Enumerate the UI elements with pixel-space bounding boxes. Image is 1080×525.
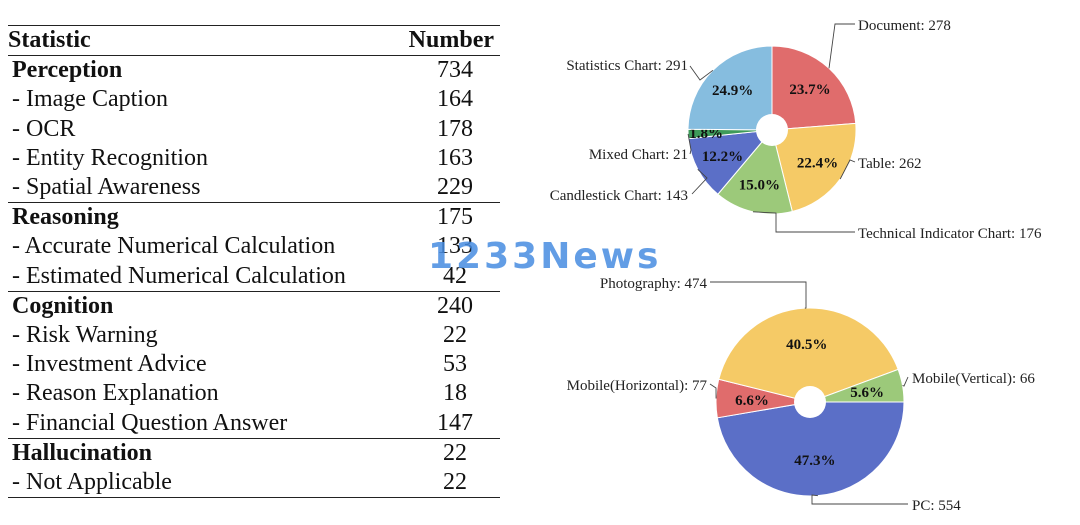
table-row: - Investment Advice 53 — [8, 350, 500, 379]
category-row: Perception 734 — [8, 56, 500, 86]
slice-callout-label: Candlestick Chart: 143 — [550, 188, 688, 204]
slice-callout-label: Mobile(Horizontal): 77 — [567, 378, 708, 394]
row-value: 147 — [437, 409, 473, 436]
slice-percent-label: 12.2% — [702, 149, 743, 165]
row-label: - Estimated Numerical Calculation — [12, 262, 346, 289]
row-label: Reasoning — [8, 202, 396, 233]
table-row: - Not Applicable 22 — [8, 468, 500, 499]
row-label: Cognition — [8, 290, 396, 322]
callout-leader-line — [689, 65, 714, 81]
table-row: - OCR 178 — [8, 115, 500, 144]
row-value: 133 — [437, 233, 473, 260]
slice-percent-label: 6.6% — [735, 393, 769, 409]
callout-leader-line — [710, 281, 807, 309]
category-row: Hallucination 22 — [8, 437, 500, 469]
header-statistic: Statistic — [8, 24, 396, 57]
category-row: Cognition 240 — [8, 290, 500, 322]
row-value: 18 — [443, 380, 467, 407]
callout-leader-line — [828, 23, 855, 69]
callout-leader-line — [839, 159, 856, 180]
slice-callout-label: Table: 262 — [858, 156, 922, 172]
slice-percent-label: 24.9% — [712, 83, 753, 99]
slice-callout-label: Photography: 474 — [600, 276, 708, 292]
callout-leader-line — [902, 376, 909, 387]
table-row: - Accurate Numerical Calculation 133 — [8, 232, 500, 261]
table-row: - Spatial Awareness 229 — [8, 173, 500, 203]
slice-callout-label: Document: 278 — [858, 18, 951, 34]
table-row: - Reason Explanation 18 — [8, 379, 500, 408]
header-number: Number — [396, 24, 500, 57]
slice-percent-label: 5.6% — [850, 385, 884, 401]
pie-slice-table — [771, 122, 857, 213]
watermark-text: 1233News — [428, 236, 662, 277]
donut-hole — [756, 114, 788, 146]
table-row: - Estimated Numerical Calculation 42 — [8, 262, 500, 292]
row-value: 229 — [437, 174, 473, 201]
table-row: - Image Caption 164 — [8, 85, 500, 114]
category-row: Reasoning 175 — [8, 202, 500, 233]
slice-callout-label: PC: 554 — [912, 498, 961, 514]
row-value: 175 — [396, 202, 500, 233]
row-label: - Reason Explanation — [12, 380, 219, 407]
statistics-table: Statistic Number Perception 734- Image Ca… — [8, 24, 500, 499]
row-value: 22 — [443, 322, 467, 349]
table-row: - Risk Warning 22 — [8, 321, 500, 350]
row-value: 163 — [437, 144, 473, 171]
row-label: - Financial Question Answer — [12, 409, 288, 436]
pie-slice-photography — [718, 307, 899, 403]
row-label: - Image Caption — [12, 86, 168, 113]
callout-leader-line — [709, 383, 717, 399]
pie-slice-statistics-chart — [687, 45, 773, 131]
slice-percent-label: 15.0% — [739, 178, 780, 194]
callout-leader-line — [811, 494, 908, 505]
row-label: - Entity Recognition — [12, 144, 208, 171]
slice-percent-label: 22.4% — [797, 156, 838, 172]
slice-callout-label: Technical Indicator Chart: 176 — [858, 226, 1042, 242]
slice-callout-label: Mixed Chart: 21 — [589, 147, 688, 163]
row-label: - Risk Warning — [12, 322, 158, 349]
table-row: - Financial Question Answer 147 — [8, 409, 500, 439]
slice-callout-label: Mobile(Vertical): 66 — [912, 371, 1035, 387]
row-value: 164 — [437, 86, 473, 113]
row-value: 240 — [396, 290, 500, 322]
table-header-row: Statistic Number — [8, 24, 500, 57]
slice-percent-label: 47.3% — [794, 453, 835, 469]
row-value: 22 — [396, 437, 500, 469]
row-label: - Spatial Awareness — [12, 174, 201, 201]
callout-leader-line — [687, 133, 692, 155]
pie-slice-document — [771, 45, 857, 131]
row-label: Perception — [12, 57, 123, 84]
row-label: - Investment Advice — [12, 351, 207, 378]
slice-callout-label: Statistics Chart: 291 — [566, 58, 688, 74]
row-label: Hallucination — [8, 437, 396, 469]
row-value: 22 — [396, 468, 500, 499]
slice-percent-label: 1.8% — [689, 126, 723, 142]
row-value: 734 — [437, 57, 473, 84]
row-label: - Not Applicable — [8, 468, 396, 499]
callout-leader-line — [691, 168, 708, 195]
slice-percent-label: 23.7% — [789, 82, 830, 98]
row-value: 178 — [437, 115, 473, 142]
row-value: 42 — [443, 262, 467, 289]
table-row: - Entity Recognition 163 — [8, 144, 500, 173]
row-label: - Accurate Numerical Calculation — [12, 233, 336, 260]
row-label: - OCR — [12, 115, 76, 142]
donut-hole — [794, 386, 826, 418]
row-value: 53 — [443, 351, 467, 378]
slice-percent-label: 40.5% — [786, 337, 827, 353]
pie-slice-mobile-vertical — [809, 368, 905, 403]
table-body: Perception 734- Image Caption 164- OCR 178-… — [8, 56, 500, 499]
callout-leader-line — [752, 211, 855, 233]
